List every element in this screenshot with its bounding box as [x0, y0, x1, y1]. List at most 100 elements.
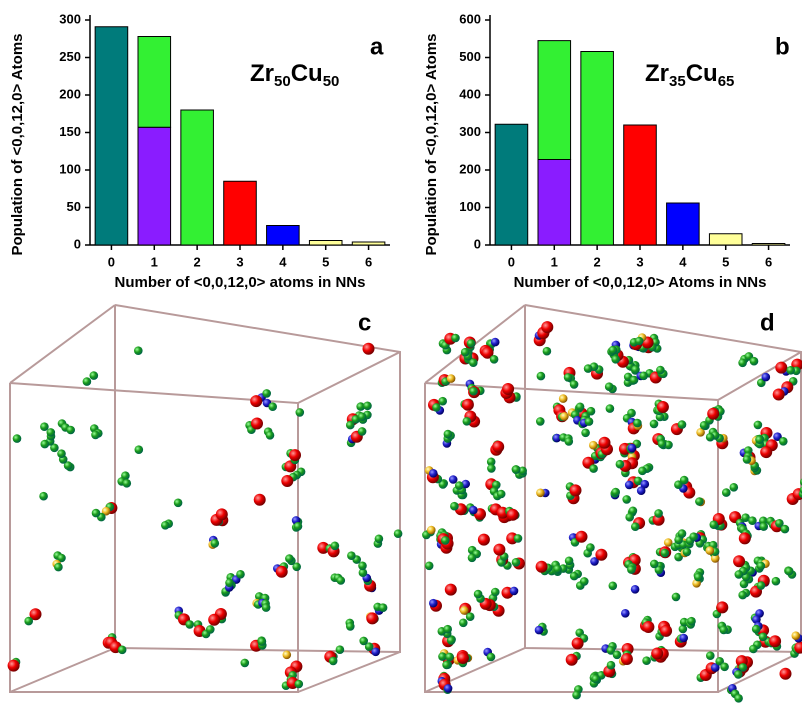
atom	[282, 650, 292, 660]
atom	[633, 418, 642, 428]
atom	[689, 532, 698, 541]
bar	[494, 123, 529, 246]
atom	[448, 475, 458, 484]
atom	[215, 508, 228, 521]
x-tick-label: 3	[636, 254, 643, 269]
atom	[552, 433, 562, 443]
y-tick-label: 300	[459, 124, 481, 139]
atom	[710, 554, 720, 563]
bar	[266, 225, 300, 246]
atom	[134, 346, 143, 356]
bar	[708, 233, 743, 246]
y-tick-label: 500	[459, 49, 481, 64]
atom	[328, 656, 338, 666]
atom	[489, 355, 499, 364]
atom	[513, 534, 523, 543]
atom	[438, 396, 448, 406]
annotation-part: 50	[274, 73, 291, 90]
atom	[624, 480, 634, 490]
atom	[335, 645, 345, 654]
atom	[330, 541, 340, 551]
atom	[24, 616, 33, 626]
atom	[442, 660, 451, 670]
atom	[715, 657, 724, 666]
annotation-part: Cu	[686, 60, 718, 87]
bar	[351, 241, 386, 246]
bar	[666, 202, 700, 246]
atom	[450, 501, 459, 511]
atom	[674, 480, 683, 490]
atom	[734, 694, 743, 703]
atom	[650, 559, 659, 569]
atom	[620, 653, 633, 665]
atom	[772, 388, 785, 401]
atom	[446, 636, 456, 645]
atom	[569, 380, 579, 389]
atom	[438, 480, 448, 489]
atom	[679, 475, 689, 485]
atom	[236, 570, 245, 579]
atom	[749, 644, 758, 654]
atom	[29, 608, 42, 621]
cube-c	[9, 304, 401, 693]
bar-stack	[537, 40, 572, 160]
atom	[784, 566, 794, 576]
atom	[89, 371, 99, 380]
atom	[569, 571, 579, 581]
atom	[677, 420, 687, 429]
atom	[564, 556, 574, 566]
atom	[682, 547, 692, 557]
atom	[760, 446, 773, 459]
atom	[674, 552, 683, 562]
atom	[738, 663, 748, 672]
atom	[358, 561, 367, 571]
bar	[180, 109, 214, 246]
atom	[606, 646, 616, 655]
atom	[7, 659, 20, 672]
x-tick-label: 5	[722, 254, 729, 269]
atom	[486, 652, 496, 662]
atom	[664, 440, 673, 450]
atom	[649, 419, 659, 429]
atom	[651, 647, 664, 660]
atom	[374, 534, 384, 544]
atom	[362, 342, 375, 355]
atom	[432, 403, 441, 412]
atom	[553, 564, 562, 574]
atom	[769, 635, 782, 648]
atom	[642, 656, 651, 665]
atom	[161, 521, 170, 530]
atom	[293, 522, 303, 531]
atom	[346, 622, 355, 631]
atom	[678, 624, 688, 634]
atom	[564, 437, 574, 446]
atom	[636, 486, 646, 496]
atom	[759, 522, 768, 531]
atom	[565, 653, 578, 666]
atom	[46, 428, 56, 437]
atom	[738, 590, 747, 600]
atom	[40, 422, 49, 432]
atom	[469, 386, 478, 396]
atom	[429, 469, 438, 478]
atom	[590, 557, 599, 566]
atom	[502, 383, 515, 395]
atom	[583, 364, 593, 373]
atom	[558, 394, 568, 403]
atom	[679, 633, 688, 643]
atom	[638, 466, 647, 476]
y-axis-label: Population of <0,0,12,0> Atoms	[9, 34, 26, 256]
atom	[173, 498, 183, 508]
atom	[612, 650, 622, 660]
x-tick-label: 4	[679, 254, 687, 269]
atom	[429, 598, 438, 608]
atom	[608, 581, 618, 591]
atom	[534, 625, 544, 635]
atom	[250, 395, 263, 408]
atom	[709, 520, 719, 529]
atom	[716, 601, 729, 614]
x-tick-label: 4	[279, 254, 287, 269]
cube-edge	[9, 304, 116, 384]
atom	[791, 631, 801, 640]
atom	[627, 565, 636, 574]
